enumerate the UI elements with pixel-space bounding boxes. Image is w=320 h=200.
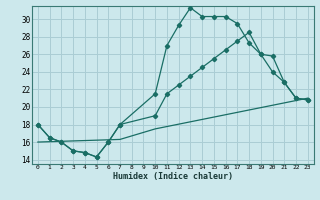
X-axis label: Humidex (Indice chaleur): Humidex (Indice chaleur) (113, 172, 233, 181)
